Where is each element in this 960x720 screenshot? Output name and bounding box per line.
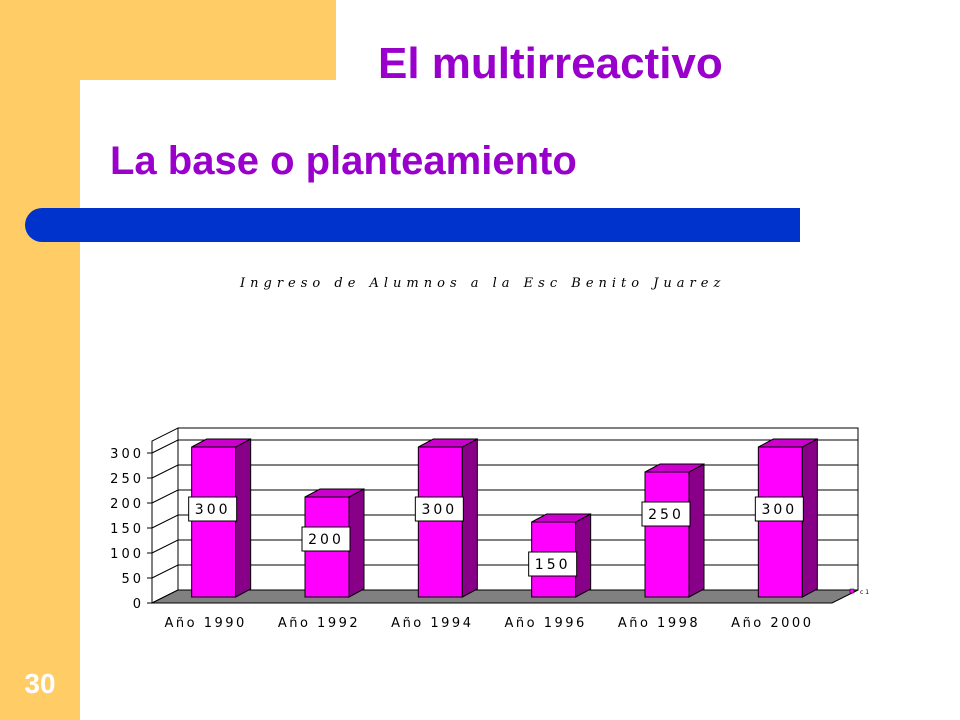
chart-side-wall (151, 427, 179, 604)
gridline (151, 489, 858, 504)
category-label: Año 1996 (505, 616, 587, 631)
data-label: 250 (648, 507, 684, 523)
bar-side (801, 438, 818, 598)
gridline (151, 539, 858, 554)
bar (644, 471, 690, 598)
left-decorative-band (0, 0, 80, 720)
category-label: Año 1992 (278, 616, 360, 631)
data-label: 300 (195, 502, 231, 518)
chart-title: Ingreso de Alumnos a la Esc Benito Juare… (240, 276, 726, 291)
gridline (151, 464, 858, 479)
data-label-box (414, 496, 464, 522)
gridline (151, 514, 858, 529)
y-tick-label: 150 (110, 522, 144, 537)
legend-swatch (849, 588, 855, 594)
gridline (151, 564, 858, 579)
data-label-box (188, 496, 238, 522)
slide-title: El multirreactivo (378, 39, 723, 88)
data-label-box (301, 526, 351, 552)
slide-number: 30 (24, 668, 56, 699)
y-tick-label: 0 (133, 597, 144, 612)
slide-subtitle: La base o planteamiento (110, 139, 577, 183)
data-label-box (754, 496, 804, 522)
data-label: 200 (308, 532, 344, 548)
y-tick-label: 100 (110, 547, 144, 562)
category-label: Año 2000 (731, 616, 813, 631)
bar-side (688, 463, 705, 598)
legend-label: c1 (860, 589, 871, 596)
bar (757, 446, 803, 598)
bar-side (235, 438, 252, 598)
bar (191, 446, 237, 598)
category-label: Año 1990 (165, 616, 247, 631)
data-label-box (528, 551, 578, 577)
bar-top (304, 488, 365, 498)
bar-top (758, 438, 818, 448)
y-tick-label: 250 (110, 472, 144, 487)
bar (417, 446, 463, 598)
data-label: 300 (421, 502, 457, 518)
y-tick-label: 300 (110, 447, 144, 462)
data-label: 300 (761, 502, 797, 518)
y-tick-label: 50 (121, 572, 144, 587)
bar-side (348, 488, 365, 598)
bar-top (644, 463, 705, 473)
y-tick-label: 200 (110, 497, 144, 512)
data-label-box (641, 501, 691, 527)
gridline (151, 439, 858, 454)
bar-side (461, 438, 478, 598)
bar-top (191, 438, 251, 448)
category-label: Año 1998 (618, 616, 700, 631)
data-label: 150 (535, 557, 571, 573)
bar-top (418, 438, 478, 448)
top-decorative-band (80, 0, 336, 80)
accent-bar (25, 208, 800, 242)
bar-top (531, 513, 591, 523)
bar-side (575, 513, 592, 598)
category-label: Año 1994 (391, 616, 473, 631)
chart-floor (151, 589, 859, 604)
